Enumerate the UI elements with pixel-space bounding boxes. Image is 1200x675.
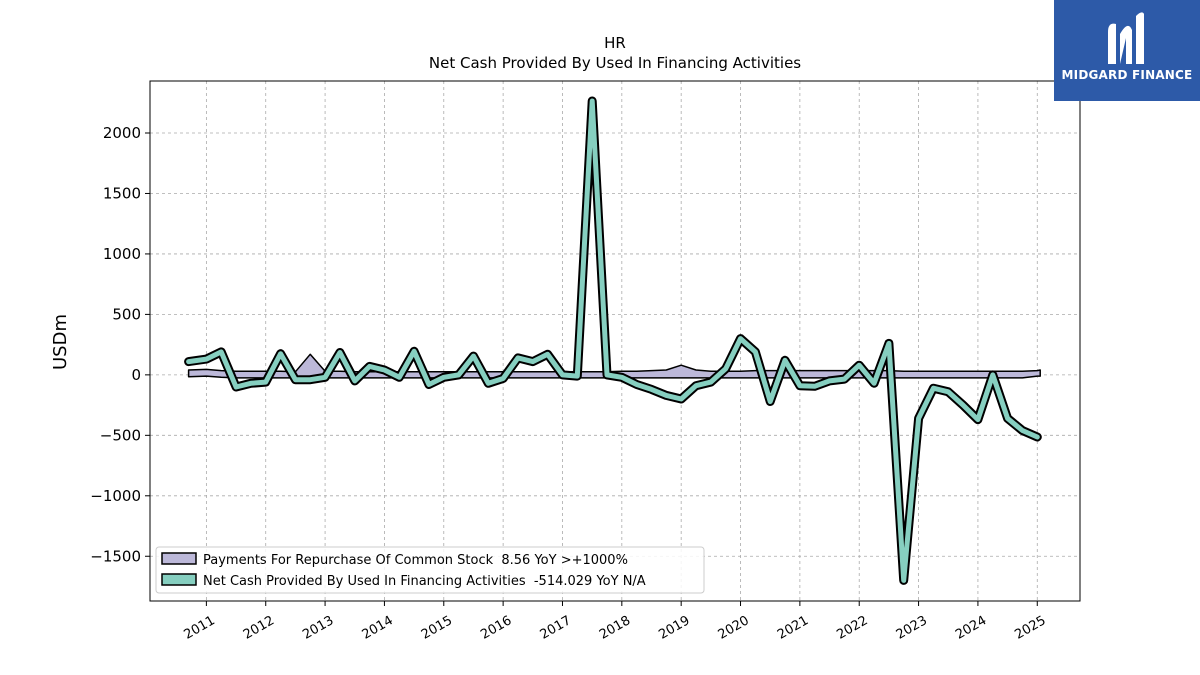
y-tick-label: 0 (131, 366, 141, 384)
legend-box (155, 546, 705, 594)
x-tick-label: 2013 (300, 613, 336, 643)
y-tick-label: −500 (100, 426, 141, 444)
x-tick-label: 2016 (478, 613, 514, 643)
x-tick-label: 2024 (953, 613, 989, 643)
y-tick-label: 2000 (103, 124, 141, 142)
x-tick-label: 2022 (834, 613, 870, 643)
x-tick-label: 2020 (716, 613, 752, 643)
x-tick-label: 2012 (241, 613, 277, 643)
x-tick-label: 2025 (1012, 613, 1048, 643)
legend-swatch-financing (161, 573, 197, 586)
x-tick-label: 2018 (597, 613, 633, 643)
x-axis: 2011 2012 2013 2014 2015 2016 2017 2018 2019 2020… (182, 601, 1049, 643)
x-tick-label: 2019 (656, 613, 692, 643)
legend: Payments For Repurchase Of Common Stock … (155, 546, 705, 594)
x-tick-label: 2021 (775, 613, 811, 643)
x-tick-label: 2011 (182, 613, 218, 643)
series-financing-line (186, 98, 1040, 583)
y-tick-label: 500 (112, 305, 141, 323)
x-tick-label: 2017 (538, 613, 574, 643)
brand-logo: MIDGARD FINANCE (1054, 0, 1200, 101)
x-tick-label: 2015 (419, 613, 455, 643)
y-tick-label: −1000 (90, 487, 141, 505)
plot-frame (149, 80, 1081, 602)
y-axis: 2000 1500 1000 500 0 −500 −1000 −1500 (90, 124, 150, 565)
y-axis-label: USDm (50, 314, 71, 370)
chart-subtitle: Net Cash Provided By Used In Financing A… (429, 54, 801, 72)
x-tick-label: 2014 (360, 613, 396, 643)
series-layer (184, 96, 1042, 585)
chart-title: HR (604, 34, 626, 52)
x-tick-label: 2023 (894, 613, 930, 643)
brand-name: MIDGARD FINANCE (1061, 68, 1193, 82)
legend-label-financing: Net Cash Provided By Used In Financing A… (203, 574, 646, 589)
legend-swatch-repurchase (161, 552, 197, 565)
y-tick-label: −1500 (90, 547, 141, 565)
y-tick-label: 1000 (103, 245, 141, 263)
grid (150, 81, 1080, 601)
y-tick-label: 1500 (103, 184, 141, 202)
legend-label-repurchase: Payments For Repurchase Of Common Stock … (203, 553, 628, 568)
midgard-logo-icon (1108, 12, 1144, 64)
